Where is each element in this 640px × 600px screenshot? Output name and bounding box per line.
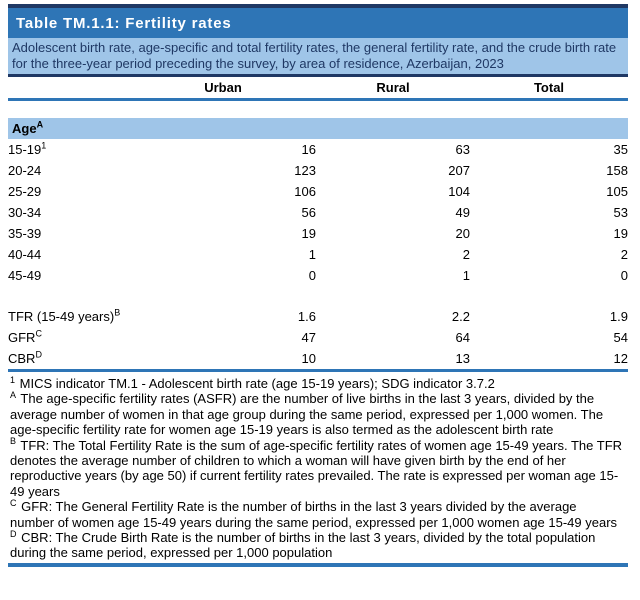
value-rural: 104	[448, 184, 470, 199]
column-header-urban: Urban	[130, 77, 316, 101]
value-total: 0	[620, 268, 628, 283]
footnote-text: The age-specific fertility rates (ASFR) …	[10, 391, 604, 438]
column-header-empty	[8, 77, 130, 101]
footnote-ref: D	[35, 349, 42, 360]
footnote: D CBR: The Crude Birth Rate is the numbe…	[10, 528, 624, 561]
footnote-marker: B	[10, 436, 17, 447]
footnote: 1 MICS indicator TM.1 - Adolescent birth…	[10, 374, 624, 391]
column-header-total: Total	[470, 77, 628, 101]
footnotes-block: 1 MICS indicator TM.1 - Adolescent birth…	[8, 372, 628, 567]
value-urban: 106	[294, 184, 316, 199]
footnote-ref: B	[114, 307, 121, 318]
value-urban: 0	[308, 268, 316, 283]
value-total: 105	[606, 184, 628, 199]
age-label: 20-24	[8, 163, 42, 178]
tfr-label: TFR (15-49 years)B	[8, 307, 121, 324]
footnote: C GFR: The General Fertility Rate is the…	[10, 497, 624, 530]
age-label: 35-39	[8, 226, 42, 241]
footnote: A The age-specific fertility rates (ASFR…	[10, 390, 624, 438]
value-urban: 56	[301, 205, 316, 220]
value-rural: 1	[462, 268, 470, 283]
value-total: 1.9	[609, 309, 628, 324]
footnote-marker: A	[10, 390, 17, 401]
age-section-text: Age	[12, 121, 37, 136]
value-rural: 20	[455, 226, 470, 241]
value-rural: 2.2	[451, 309, 470, 324]
cbr-row: CBRD 10 13 12	[8, 348, 628, 371]
value-total: 35	[613, 142, 628, 157]
value-urban: 123	[294, 163, 316, 178]
column-header-row: Urban Rural Total	[8, 77, 628, 101]
footnote-ref: 1	[41, 140, 47, 151]
table-title-bar: Table TM.1.1: Fertility rates	[8, 4, 628, 38]
age-label: 25-29	[8, 184, 42, 199]
value-total: 54	[613, 330, 628, 345]
age-label: 40-44	[8, 247, 42, 262]
age-section-header-row: AgeA	[8, 118, 628, 139]
value-rural: 207	[448, 163, 470, 178]
fertility-data-table: Urban Rural Total AgeA 15-191 16 63 35 2…	[8, 77, 628, 372]
value-urban: 47	[301, 330, 316, 345]
value-total: 158	[606, 163, 628, 178]
age-section-footnote-ref: A	[36, 119, 44, 130]
fertility-rates-table: Table TM.1.1: Fertility rates Adolescent…	[8, 4, 628, 567]
table-title: Table TM.1.1: Fertility rates	[16, 15, 232, 32]
gfr-row: GFRC 47 64 54	[8, 327, 628, 348]
age-row-30-34: 30-34 56 49 53	[8, 202, 628, 223]
age-row-45-49: 45-49 0 1 0	[8, 265, 628, 286]
age-label: 15-191	[8, 140, 47, 157]
value-rural: 2	[462, 247, 470, 262]
footnote-marker: 1	[10, 374, 16, 385]
value-urban: 19	[301, 226, 316, 241]
footnote: B TFR: The Total Fertility Rate is the s…	[10, 436, 624, 500]
footnote-text: CBR: The Crude Birth Rate is the number …	[10, 530, 596, 561]
tfr-row: TFR (15-49 years)B 1.6 2.2 1.9	[8, 306, 628, 327]
spacer-row	[8, 286, 628, 306]
column-header-rural: Rural	[316, 77, 470, 101]
footnote-text: GFR: The General Fertility Rate is the n…	[10, 499, 618, 530]
footnote-marker: C	[10, 497, 17, 508]
value-rural: 63	[455, 142, 470, 157]
value-total: 12	[613, 351, 628, 366]
table-subtitle: Adolescent birth rate, age-specific and …	[8, 38, 628, 77]
value-urban: 1	[308, 247, 316, 262]
footnote-marker: D	[10, 528, 17, 539]
spacer-row	[8, 100, 628, 119]
cbr-label: CBRD	[8, 349, 42, 366]
footnote-text: MICS indicator TM.1 - Adolescent birth r…	[19, 376, 495, 391]
age-row-25-29: 25-29 106 104 105	[8, 181, 628, 202]
value-total: 19	[613, 226, 628, 241]
value-urban: 1.6	[297, 309, 316, 324]
age-section-label: AgeA	[8, 118, 628, 139]
age-label: 45-49	[8, 268, 42, 283]
value-total: 2	[620, 247, 628, 262]
value-urban: 16	[301, 142, 316, 157]
value-rural: 13	[455, 351, 470, 366]
age-row-20-24: 20-24 123 207 158	[8, 160, 628, 181]
age-row-35-39: 35-39 19 20 19	[8, 223, 628, 244]
age-label: 30-34	[8, 205, 42, 220]
value-urban: 10	[301, 351, 316, 366]
age-row-40-44: 40-44 1 2 2	[8, 244, 628, 265]
age-row-15-19: 15-191 16 63 35	[8, 139, 628, 160]
value-total: 53	[613, 205, 628, 220]
footnote-text: TFR: The Total Fertility Rate is the sum…	[10, 437, 623, 499]
value-rural: 49	[455, 205, 470, 220]
value-rural: 64	[455, 330, 470, 345]
footnote-ref: C	[35, 328, 42, 339]
gfr-label: GFRC	[8, 328, 42, 345]
